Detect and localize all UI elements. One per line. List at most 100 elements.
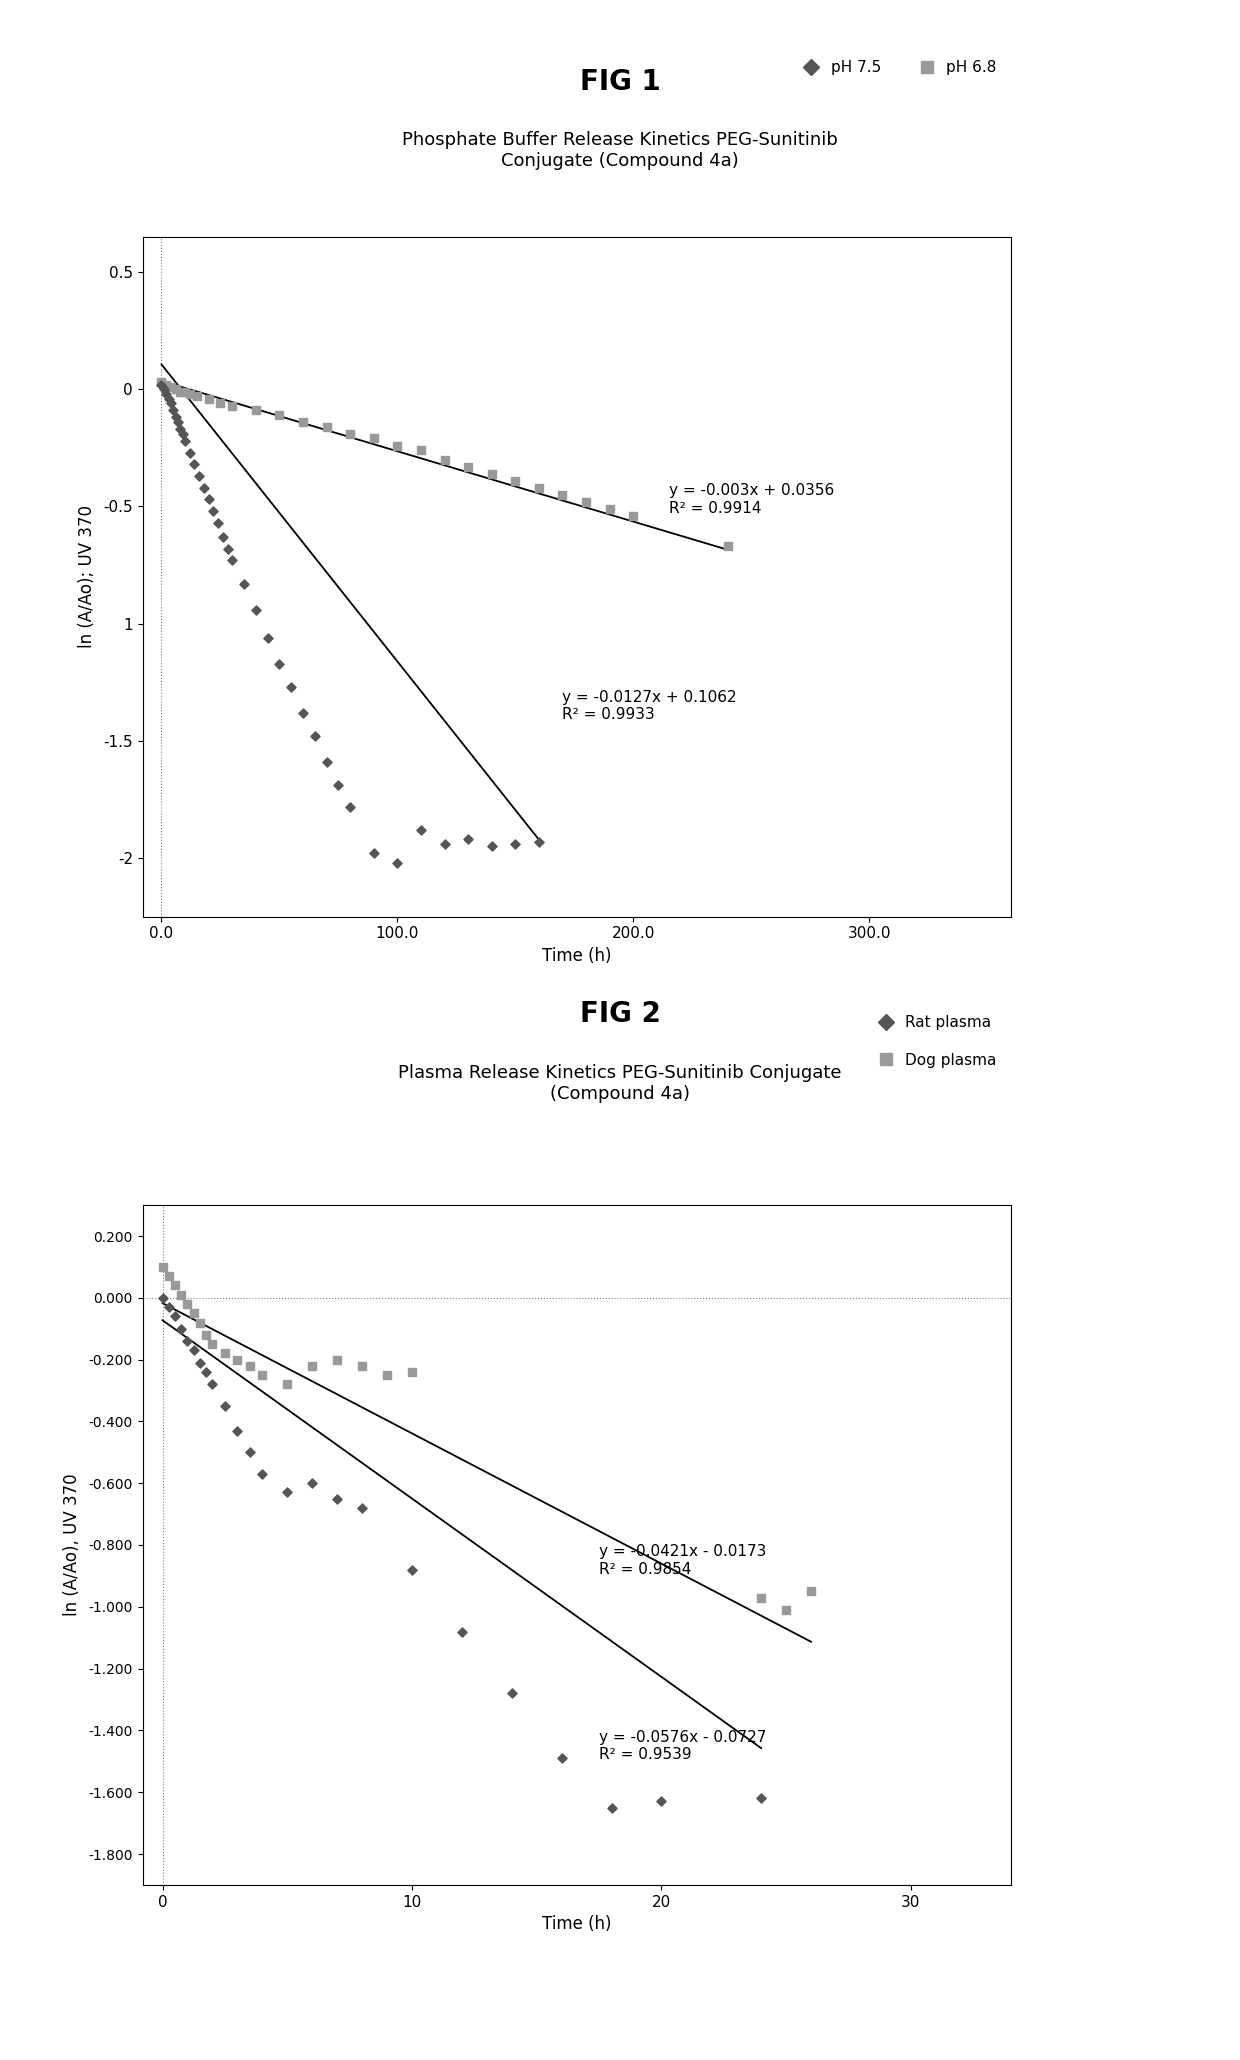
Point <box>239 1349 259 1382</box>
Text: y = -0.0576x - 0.0727
R² = 0.9539: y = -0.0576x - 0.0727 R² = 0.9539 <box>599 1730 766 1761</box>
Point <box>377 1360 397 1393</box>
Point <box>180 377 200 410</box>
Text: FIG 2: FIG 2 <box>579 999 661 1028</box>
Point <box>187 379 207 412</box>
Point <box>303 1349 322 1382</box>
Y-axis label: ln (A/Ao), UV 370: ln (A/Ao), UV 370 <box>63 1473 82 1617</box>
Point <box>184 1298 203 1331</box>
Point <box>352 1349 372 1382</box>
Point <box>154 373 174 406</box>
Text: y = -0.0421x - 0.0173
R² = 0.9854: y = -0.0421x - 0.0173 R² = 0.9854 <box>599 1545 766 1576</box>
Point <box>246 593 265 626</box>
Point <box>651 1784 671 1819</box>
Point <box>327 1483 347 1516</box>
Legend: Rat plasma, Dog plasma: Rat plasma, Dog plasma <box>864 1009 1003 1073</box>
Point <box>166 402 186 435</box>
Point <box>196 1355 216 1388</box>
Point <box>222 389 242 422</box>
Point <box>217 531 237 564</box>
Point <box>553 478 573 511</box>
Point <box>190 1306 210 1339</box>
Point <box>177 1288 197 1320</box>
Text: Plasma Release Kinetics PEG-Sunitinib Conjugate
(Compound 4a): Plasma Release Kinetics PEG-Sunitinib Co… <box>398 1065 842 1102</box>
Point <box>293 696 312 729</box>
Point <box>363 422 383 455</box>
Point <box>170 375 190 408</box>
Point <box>258 622 278 655</box>
Text: Phosphate Buffer Release Kinetics PEG-Sunitinib
Conjugate (Compound 4a): Phosphate Buffer Release Kinetics PEG-Su… <box>402 132 838 169</box>
Point <box>410 435 430 468</box>
Point <box>175 375 195 408</box>
Point <box>164 393 184 426</box>
Point <box>227 1343 247 1376</box>
Point <box>171 1312 191 1345</box>
Point <box>196 1318 216 1351</box>
Point <box>776 1594 796 1627</box>
Point <box>402 1355 422 1388</box>
Point <box>506 464 526 496</box>
Point <box>329 768 348 801</box>
Point <box>340 418 360 451</box>
Point <box>215 1388 234 1421</box>
Point <box>402 1553 422 1586</box>
Point <box>305 719 325 752</box>
Point <box>198 482 218 515</box>
Point <box>165 1300 185 1333</box>
Point <box>363 836 383 869</box>
Point <box>434 443 454 476</box>
Point <box>190 1347 210 1380</box>
Point <box>159 383 179 416</box>
Point <box>156 377 176 410</box>
Text: y = -0.0127x + 0.1062
R² = 0.9933: y = -0.0127x + 0.1062 R² = 0.9933 <box>563 690 737 721</box>
Point <box>184 1335 203 1368</box>
Point <box>172 418 192 451</box>
Text: FIG 1: FIG 1 <box>579 68 661 97</box>
Point <box>293 406 312 439</box>
Point <box>222 544 242 577</box>
X-axis label: Time (h): Time (h) <box>542 948 611 964</box>
Point <box>269 647 289 680</box>
Point <box>269 398 289 431</box>
Point <box>213 521 233 554</box>
Point <box>171 1277 191 1312</box>
Point <box>577 486 596 519</box>
Text: y = -0.003x + 0.0356
R² = 0.9914: y = -0.003x + 0.0356 R² = 0.9914 <box>668 484 833 515</box>
Point <box>278 1475 298 1508</box>
Point <box>169 406 188 439</box>
Point <box>387 847 407 880</box>
Y-axis label: ln (A/Ao); UV 370: ln (A/Ao); UV 370 <box>78 505 97 649</box>
Point <box>166 373 186 406</box>
Point <box>190 459 210 492</box>
Point <box>340 791 360 824</box>
Point <box>451 1615 471 1648</box>
Point <box>161 387 181 420</box>
Point <box>502 1677 522 1710</box>
Point <box>601 1792 621 1825</box>
Point <box>198 383 218 416</box>
Point <box>801 1574 821 1607</box>
Point <box>281 670 301 702</box>
Point <box>253 1458 273 1491</box>
Point <box>751 1782 771 1815</box>
Point <box>246 393 265 426</box>
Point <box>202 1329 222 1362</box>
Point <box>151 367 171 400</box>
Point <box>482 457 502 490</box>
Point <box>506 828 526 861</box>
Point <box>387 428 407 461</box>
Point <box>239 1436 259 1469</box>
Point <box>159 1259 179 1294</box>
Point <box>170 412 190 445</box>
Point <box>159 1290 179 1325</box>
Point <box>156 369 176 402</box>
Point <box>253 1360 273 1393</box>
Point <box>153 1281 172 1314</box>
Point <box>177 1325 197 1358</box>
Point <box>552 1743 572 1776</box>
Point <box>529 826 549 859</box>
Point <box>208 507 228 540</box>
Point <box>751 1582 771 1615</box>
Point <box>203 494 223 527</box>
Point <box>410 814 430 847</box>
Point <box>303 1467 322 1500</box>
